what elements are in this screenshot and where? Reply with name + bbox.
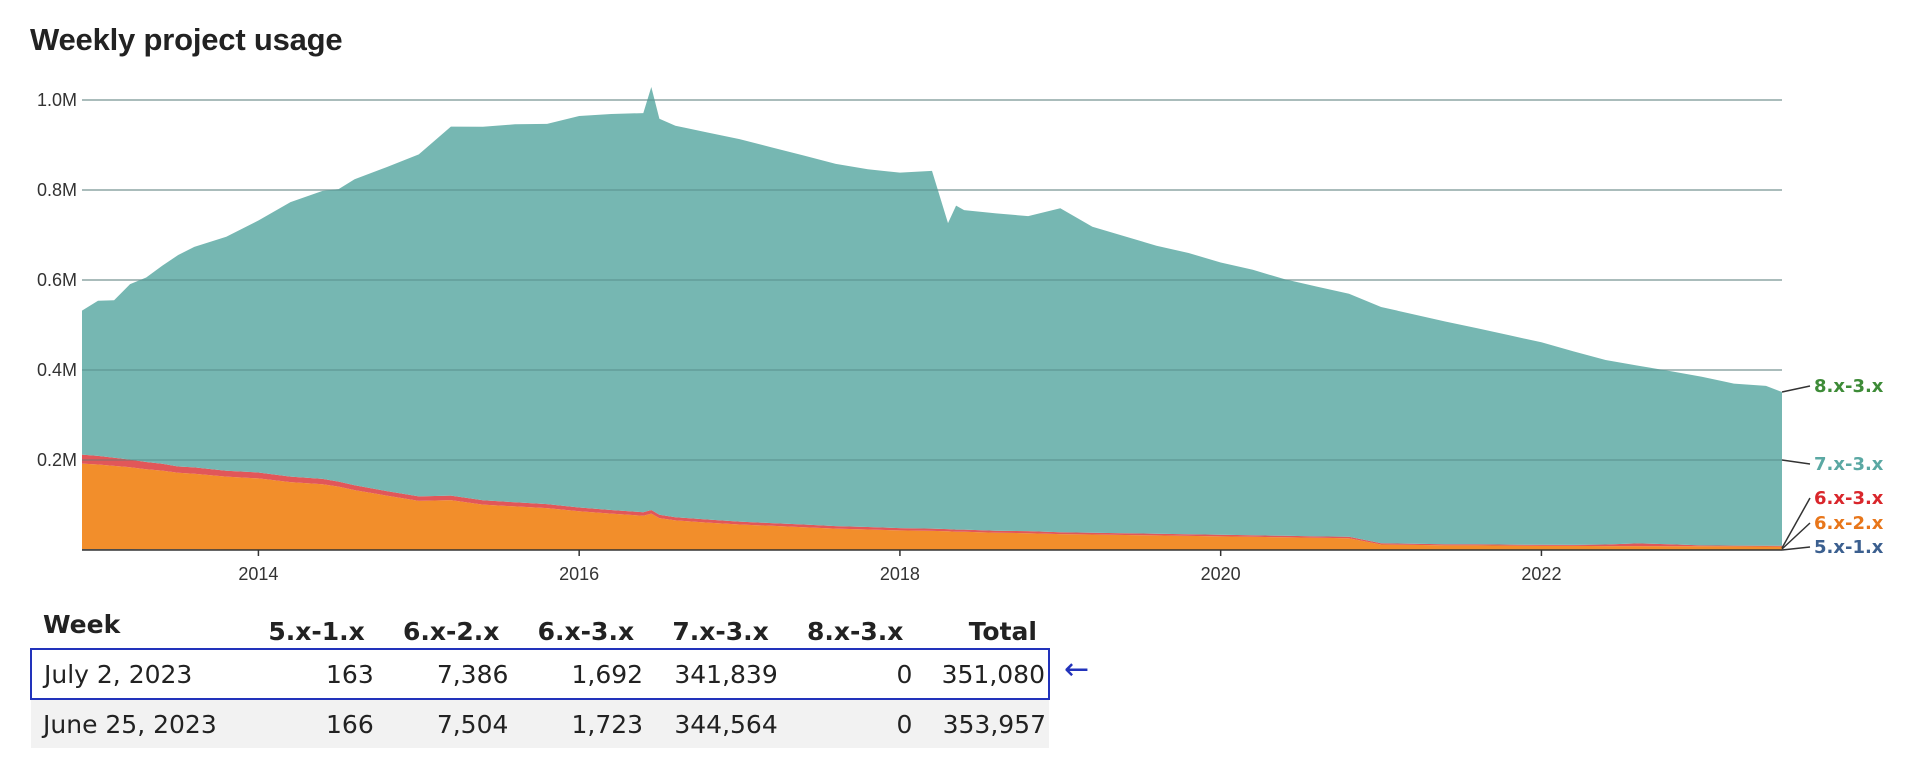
series-end-labels: 8.x-3.x 7.x-3.x 6.x-3.x 6.x-2.x 5.x-1.x <box>1781 376 1884 558</box>
x-tick-label: 2020 <box>1201 564 1241 584</box>
area-7x-3x <box>82 87 1782 546</box>
series-areas <box>82 87 1782 550</box>
series-label: 6.x-2.x <box>1814 513 1884 534</box>
x-tick-label: 2016 <box>559 564 599 584</box>
cell-6x-2x: 7,504 <box>376 699 512 748</box>
x-tick-label: 2022 <box>1521 564 1561 584</box>
cell-total: 351,080 <box>915 648 1050 700</box>
cell-week: June 25, 2023 <box>31 699 243 748</box>
table-row[interactable]: June 25, 2023 166 7,504 1,723 344,564 0 … <box>31 699 1049 748</box>
label-leader-line <box>1781 546 1811 551</box>
header-8x-3x[interactable]: 8.x-3.x <box>807 617 904 646</box>
cell-total: 353,957 <box>915 699 1049 748</box>
label-leader-line <box>1781 459 1811 465</box>
cell-5x-1x: 163 <box>242 648 377 700</box>
y-tick-label: 0.2M <box>37 450 77 470</box>
area-6x-3x <box>82 454 1782 547</box>
cell-7x-3x: 344,564 <box>646 699 781 748</box>
y-tick-label: 0.6M <box>37 270 77 290</box>
series-label: 5.x-1.x <box>1814 537 1884 558</box>
header-total[interactable]: Total <box>968 617 1037 646</box>
header-5x-1x[interactable]: 5.x-1.x <box>268 617 365 646</box>
cell-6x-2x: 7,386 <box>376 648 512 700</box>
table-row[interactable]: July 2, 2023 163 7,386 1,692 341,839 0 3… <box>29 648 1050 700</box>
table-header-row: Week 5.x-1.x 6.x-2.x 6.x-3.x 7.x-3.x 8.x… <box>31 608 1049 649</box>
header-week[interactable]: Week <box>43 610 121 639</box>
header-7x-3x[interactable]: 7.x-3.x <box>672 617 769 646</box>
y-tick-label: 0.8M <box>37 180 77 200</box>
cell-5x-1x: 166 <box>242 699 377 748</box>
label-leader-line <box>1781 522 1811 550</box>
cell-6x-3x: 1,692 <box>511 648 647 700</box>
y-tick-label: 0.4M <box>37 360 77 380</box>
cell-7x-3x: 341,839 <box>646 648 781 700</box>
series-label: 8.x-3.x <box>1814 376 1884 397</box>
stacked-area-chart: 0.2M 0.4M 0.6M 0.8M 1.0M 2014 2016 2018 2020 2022… <box>37 87 1884 584</box>
area-6x-2x <box>82 463 1782 550</box>
selected-row-arrow-icon: ← <box>1064 652 1090 687</box>
y-tick-label: 1.0M <box>37 90 77 110</box>
cell-8x-3x: 0 <box>780 648 916 700</box>
label-leader-line <box>1781 385 1811 393</box>
usage-table: Week 5.x-1.x 6.x-2.x 6.x-3.x 7.x-3.x 8.x… <box>29 608 1050 748</box>
series-label: 7.x-3.x <box>1814 454 1884 475</box>
series-label: 6.x-3.x <box>1814 488 1884 509</box>
axes: 0.2M 0.4M 0.6M 0.8M 1.0M 2014 2016 2018 2020 2022 <box>37 90 1782 584</box>
grid-overlay <box>82 99 1782 461</box>
cell-6x-3x: 1,723 <box>511 699 647 748</box>
header-6x-2x[interactable]: 6.x-2.x <box>402 617 500 646</box>
header-6x-3x[interactable]: 6.x-3.x <box>537 617 635 646</box>
cell-week: July 2, 2023 <box>29 648 243 700</box>
x-tick-label: 2014 <box>238 564 278 584</box>
label-leader-line <box>1781 497 1811 549</box>
x-tick-label: 2018 <box>880 564 920 584</box>
chart-title: Weekly project usage <box>30 22 343 57</box>
cell-8x-3x: 0 <box>780 699 916 748</box>
